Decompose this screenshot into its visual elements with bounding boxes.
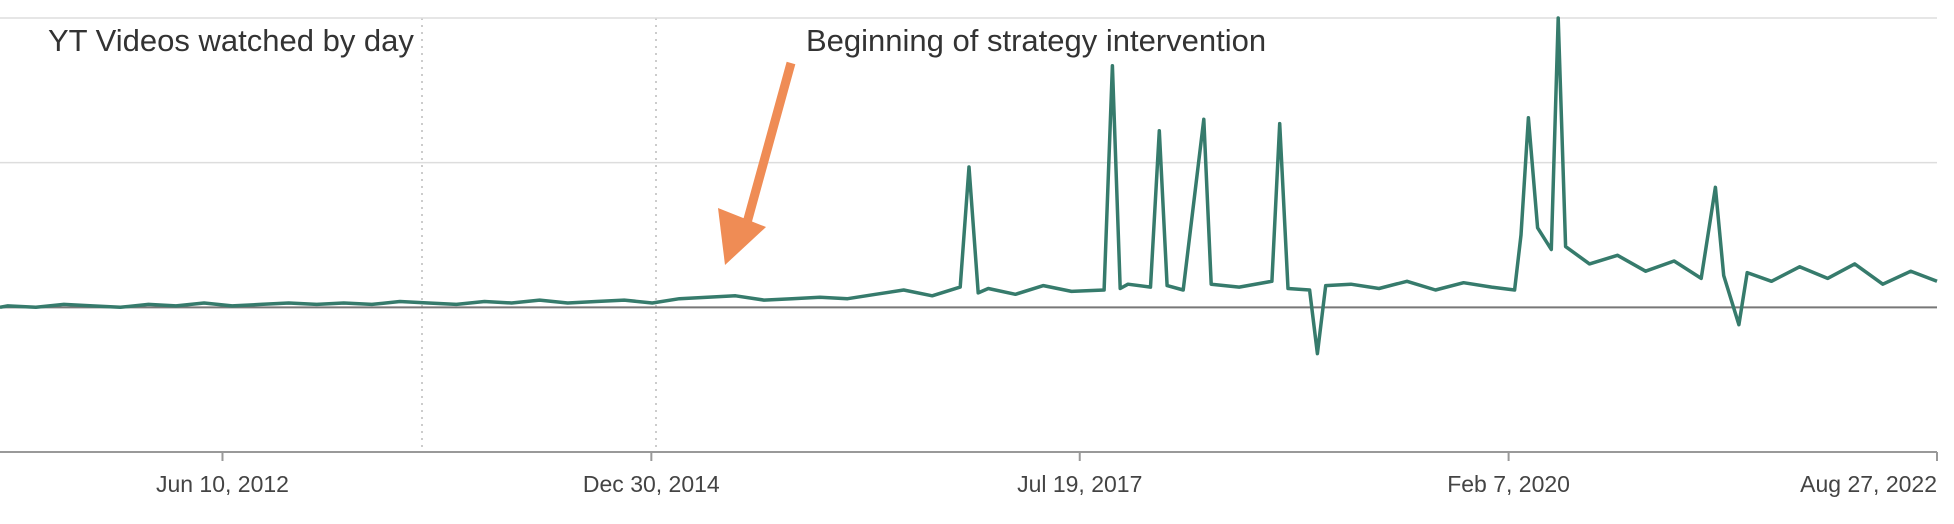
plot <box>0 16 1938 356</box>
x-tick-label: Aug 27, 2022 <box>1800 471 1937 497</box>
annotation-arrow <box>740 61 796 232</box>
annotation-arrowhead <box>718 208 766 265</box>
x-tick-label: Jul 19, 2017 <box>1017 471 1142 497</box>
x-tick-label: Feb 7, 2020 <box>1447 471 1570 497</box>
x-tick-label: Dec 30, 2014 <box>583 471 720 497</box>
annotation: Beginning of strategy intervention <box>806 23 1266 58</box>
x-axis-ticks: Jun 10, 2012 Dec 30, 2014 Jul 19, 2017 Feb … <box>156 452 1938 497</box>
x-tick-label: Jun 10, 2012 <box>156 471 289 497</box>
grid <box>0 17 1937 309</box>
series-line <box>0 16 1938 356</box>
chart-title: YT Videos watched by day <box>48 23 414 58</box>
